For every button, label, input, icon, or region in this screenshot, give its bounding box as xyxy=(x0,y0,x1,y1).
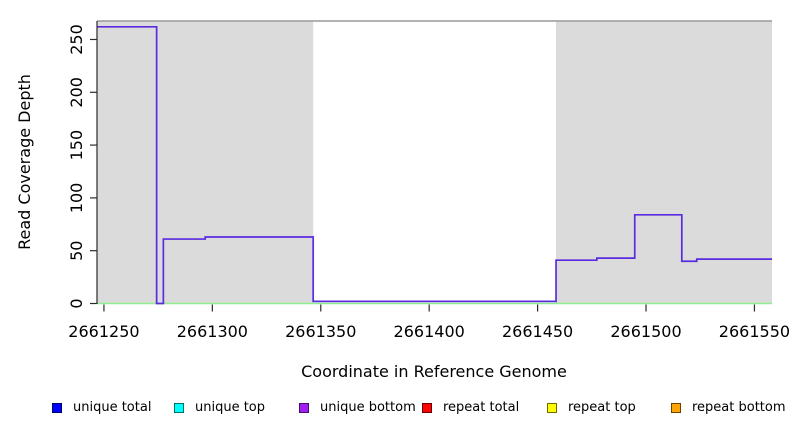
x-tick-label: 2661450 xyxy=(502,322,573,341)
x-tick-label: 2661300 xyxy=(177,322,248,341)
series-line-unique-bottom-coverage xyxy=(97,25,772,305)
x-axis-title: Coordinate in Reference Genome xyxy=(301,362,567,381)
y-tick-label: 200 xyxy=(67,77,86,108)
y-tick-label: 100 xyxy=(67,183,86,214)
x-tick-label: 2661350 xyxy=(285,322,356,341)
plot-area: 0 50 100 150 200 250 2661250 2661300 2661350 2661… xyxy=(67,20,790,341)
y-axis-title: Read Coverage Depth xyxy=(15,74,34,250)
x-tick-label: 2661250 xyxy=(68,322,139,341)
repeat-region-right xyxy=(556,21,772,304)
x-tick-label: 2661500 xyxy=(610,322,681,341)
y-tick-label: 50 xyxy=(67,241,86,261)
repeat-region-left xyxy=(97,21,314,304)
x-tick-label: 2661400 xyxy=(394,322,465,341)
y-tick-label: 0 xyxy=(67,298,86,308)
y-tick-label: 150 xyxy=(67,130,86,161)
y-tick-label: 250 xyxy=(67,24,86,55)
x-tick-label: 2661550 xyxy=(719,322,790,341)
